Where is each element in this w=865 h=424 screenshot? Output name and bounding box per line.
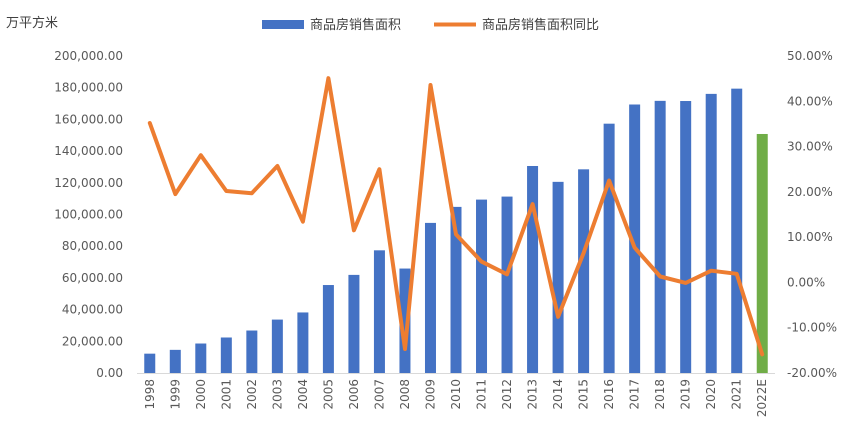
x-tick-label: 2020 bbox=[704, 379, 718, 410]
y-tick-label: 20,000.00 bbox=[62, 334, 123, 348]
y-tick-label: 140,000.00 bbox=[54, 144, 123, 158]
bar bbox=[680, 101, 692, 373]
bar bbox=[552, 181, 564, 373]
x-tick-label: 2015 bbox=[577, 379, 591, 410]
x-tick-label: 2014 bbox=[551, 379, 565, 410]
y-tick-label: 100,000.00 bbox=[54, 208, 123, 222]
x-tick-label: 2010 bbox=[449, 379, 463, 410]
bar bbox=[195, 343, 207, 373]
legend-label-line: 商品房销售面积同比 bbox=[482, 17, 599, 33]
bar bbox=[629, 104, 641, 373]
x-tick-label: 2001 bbox=[219, 379, 233, 410]
x-tick-label: 2016 bbox=[602, 379, 616, 410]
x-tick-label: 2013 bbox=[526, 379, 540, 410]
y-tick-label: 120,000.00 bbox=[54, 176, 123, 190]
bar bbox=[322, 285, 334, 373]
bar bbox=[271, 319, 283, 373]
y2-tick-label: -20.00% bbox=[787, 366, 837, 380]
bar bbox=[654, 100, 666, 373]
x-tick-label: 1998 bbox=[143, 379, 157, 410]
x-tick-label: 2022E bbox=[755, 379, 769, 417]
bar bbox=[501, 196, 513, 373]
x-tick-label: 2021 bbox=[730, 379, 744, 410]
x-tick-label: 2004 bbox=[296, 379, 310, 410]
bar bbox=[476, 199, 488, 373]
line-series bbox=[147, 76, 765, 357]
x-tick-label: 2000 bbox=[194, 379, 208, 410]
x-tick-label: 2003 bbox=[270, 379, 284, 410]
bar bbox=[756, 133, 768, 373]
x-tick-label: 2008 bbox=[398, 379, 412, 410]
y2-tick-label: 10.00% bbox=[787, 230, 833, 244]
x-tick-label: 2002 bbox=[245, 379, 259, 410]
x-tick-label: 2017 bbox=[628, 379, 642, 410]
bar bbox=[144, 353, 156, 373]
y-tick-label: 40,000.00 bbox=[62, 303, 123, 317]
legend-swatch-bars bbox=[262, 20, 304, 29]
x-tick-label: 2009 bbox=[423, 379, 437, 410]
x-tick-label: 2019 bbox=[679, 379, 693, 410]
bar bbox=[705, 93, 717, 373]
bar bbox=[169, 349, 181, 373]
y-tick-label: 200,000.00 bbox=[54, 49, 123, 63]
bar bbox=[373, 250, 385, 373]
y2-tick-label: 40.00% bbox=[787, 94, 833, 108]
bar bbox=[348, 274, 360, 373]
y-tick-label: 160,000.00 bbox=[54, 112, 123, 126]
y2-tick-label: 30.00% bbox=[787, 140, 833, 154]
legend-label-bars: 商品房销售面积 bbox=[310, 17, 401, 33]
bar bbox=[527, 165, 539, 373]
bar bbox=[731, 88, 743, 373]
bar bbox=[603, 123, 615, 373]
bar bbox=[220, 337, 232, 373]
bar-series bbox=[144, 88, 768, 373]
x-tick-label: 2006 bbox=[347, 379, 361, 410]
x-tick-label: 2018 bbox=[653, 379, 667, 410]
y-tick-label: 0.00 bbox=[96, 366, 123, 380]
bar bbox=[399, 268, 411, 373]
x-tick-label: 2012 bbox=[500, 379, 514, 410]
line-series-group bbox=[147, 76, 765, 357]
bar bbox=[450, 206, 462, 373]
x-axis: 1998 1999 2000 2001 2002 2003 2004 2005 2006 2007… bbox=[143, 379, 769, 417]
x-tick-label: 1999 bbox=[168, 379, 182, 410]
y-tick-label: 60,000.00 bbox=[62, 271, 123, 285]
y2-tick-label: -10.00% bbox=[787, 321, 837, 335]
y-axis-left: 0.00 20,000.00 40,000.00 60,000.00 80,000.00… bbox=[54, 49, 123, 380]
y-tick-label: 80,000.00 bbox=[62, 239, 123, 253]
bar bbox=[578, 169, 590, 373]
x-tick-label: 2007 bbox=[372, 379, 386, 410]
bar bbox=[246, 330, 258, 373]
legend: 商品房销售面积 商品房销售面积同比 bbox=[262, 17, 599, 33]
y2-tick-label: 20.00% bbox=[787, 185, 833, 199]
bar bbox=[297, 312, 309, 373]
y2-tick-label: 0.00% bbox=[787, 275, 825, 289]
y-tick-label: 180,000.00 bbox=[54, 81, 123, 95]
unit-label: 万平方米 bbox=[6, 15, 58, 31]
x-tick-label: 2011 bbox=[475, 379, 489, 410]
y2-tick-label: 50.00% bbox=[787, 49, 833, 63]
y-axis-right: -20.00% -10.00% 0.00% 10.00% 20.00% 30.00% 40.… bbox=[787, 49, 837, 380]
bar bbox=[424, 222, 436, 373]
x-tick-label: 2005 bbox=[321, 379, 335, 410]
